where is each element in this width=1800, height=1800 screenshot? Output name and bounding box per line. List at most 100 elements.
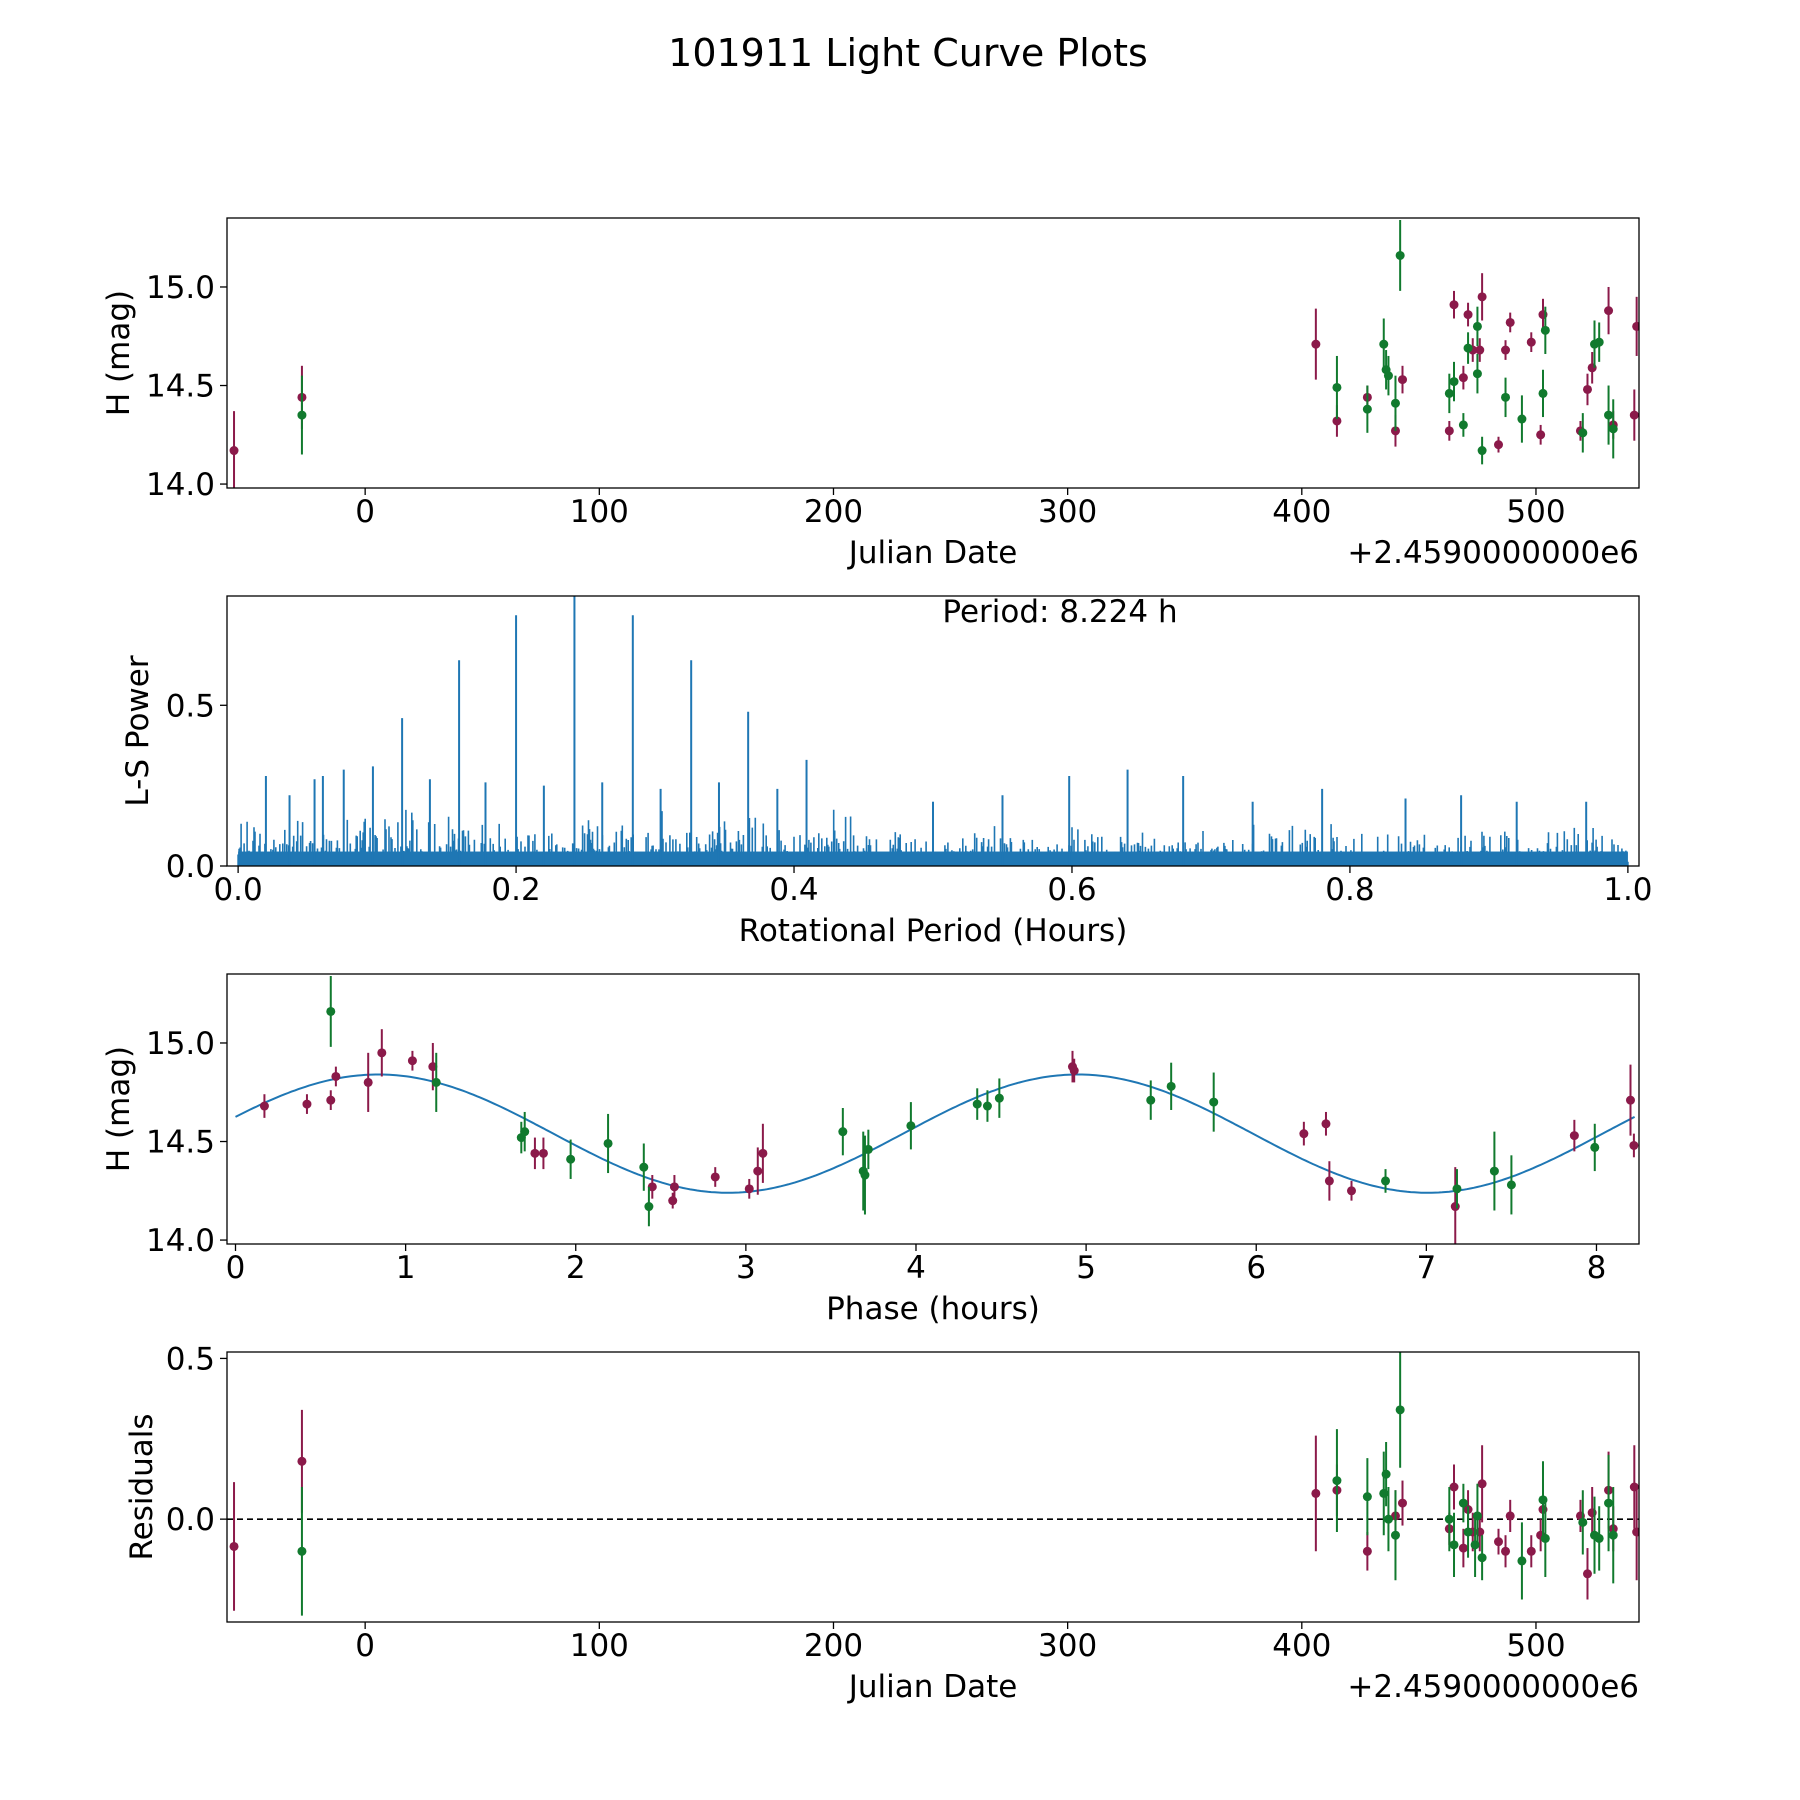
periodogram-xtick-label: 1.0 [1603, 872, 1652, 908]
data-point-g [297, 410, 307, 420]
data-point-r [744, 1184, 754, 1194]
residuals-xtick-label: 100 [570, 1628, 629, 1664]
lightcurve-ticks: 0 100 200 300 400 500 14.0 14.5 15.0 [146, 270, 1566, 530]
data-point-g [1381, 1176, 1391, 1186]
data-point-g [1477, 446, 1487, 456]
residuals-offset-text: +2.4590000000e6 [1347, 1669, 1639, 1705]
residuals-ticks: 0 100 200 300 400 500 0.0 0.5 [166, 1341, 1566, 1664]
data-point-r [1494, 1537, 1504, 1547]
data-point-g [1470, 1540, 1480, 1550]
data-point-r [1321, 1119, 1331, 1129]
data-point-g [1390, 1530, 1400, 1540]
data-point-g [1463, 343, 1473, 353]
phased-x-label: Phase (hours) [826, 1291, 1040, 1327]
data-point-r [1477, 1479, 1487, 1489]
data-point-g [863, 1144, 873, 1154]
data-point-r [428, 1062, 438, 1072]
phased-y-label: H (mag) [101, 1046, 137, 1172]
lightcurve-axes-frame [226, 217, 1640, 489]
data-point-r [753, 1166, 763, 1176]
data-point-g [297, 1546, 307, 1556]
lightcurve-xtick-label: 100 [570, 494, 629, 530]
data-point-g [982, 1101, 992, 1111]
periodogram-y-label: L-S Power [120, 655, 156, 806]
phased-xtick-label: 1 [396, 1250, 416, 1286]
data-point-g [1540, 1533, 1550, 1543]
data-point-g [1538, 388, 1548, 398]
lightcurve-xtick-label: 500 [1506, 494, 1565, 530]
lightcurve-y-label: H (mag) [101, 290, 137, 416]
data-point-r [1069, 1066, 1079, 1076]
data-point-r [1458, 373, 1468, 383]
lightcurve-xtick-label: 200 [804, 494, 863, 530]
data-point-g [1472, 321, 1482, 331]
phased-axes-frame [226, 973, 1640, 1245]
data-point-g [1590, 1142, 1600, 1152]
residuals-xtick-label: 500 [1506, 1628, 1565, 1664]
residuals-x-label: Julian Date [847, 1669, 1018, 1705]
lightcurve-ytick-label: 14.0 [146, 467, 215, 503]
residuals-ytick-label: 0.0 [166, 1502, 215, 1538]
phased-xtick-label: 2 [566, 1250, 586, 1286]
periodogram-xtick-label: 0.4 [769, 872, 818, 908]
data-point-g [972, 1099, 982, 1109]
data-point-r [1475, 345, 1485, 355]
data-point-r [1494, 440, 1504, 450]
data-point-g [1540, 325, 1550, 335]
data-point-g [1477, 1553, 1487, 1563]
periodogram-xtick-label: 0.2 [491, 872, 540, 908]
data-point-g [1362, 404, 1372, 414]
data-point-r [1632, 1527, 1639, 1537]
data-point-r [1449, 300, 1459, 310]
data-point-r [229, 446, 239, 456]
periodogram-ticks: 0.0 0.2 0.4 0.6 0.8 1.0 0.0 0.5 [166, 688, 1653, 908]
periodogram-panel: 0.0 0.2 0.4 0.6 0.8 1.0 0.0 0.5 Period: 8.224 h… [120, 594, 1653, 949]
data-point-g [1390, 398, 1400, 408]
model-fit-curve [235, 1073, 1636, 1194]
lightcurve-xtick-label: 400 [1272, 494, 1331, 530]
phased-xtick-label: 8 [1587, 1250, 1607, 1286]
data-point-r [1449, 1482, 1459, 1492]
residuals-xtick-label: 300 [1038, 1628, 1097, 1664]
figure-title: 101911 Light Curve Plots [668, 31, 1148, 75]
data-point-g [566, 1154, 576, 1164]
data-point-r [297, 1456, 307, 1466]
data-point-r [1332, 416, 1342, 426]
data-point-r [302, 1099, 312, 1109]
lightcurve-x-label: Julian Date [847, 535, 1018, 571]
data-point-r [1463, 310, 1473, 320]
data-point-g [1395, 250, 1405, 260]
data-point-g [906, 1121, 916, 1131]
period-annotation: Period: 8.224 h [942, 594, 1177, 630]
periodogram-ytick-label: 0.0 [166, 849, 215, 885]
data-point-r [710, 1172, 720, 1182]
data-point-r [1505, 317, 1515, 327]
data-point-r [1526, 1546, 1536, 1556]
data-point-g [838, 1127, 848, 1137]
data-point-g [1517, 414, 1527, 424]
lightcurve-panel: 0 100 200 300 400 500 14.0 14.5 15.0 Julian Date… [101, 217, 1640, 571]
data-point-g [644, 1202, 654, 1212]
data-point-g [1444, 1514, 1454, 1524]
data-point-g [639, 1162, 649, 1172]
data-point-r [1632, 321, 1639, 331]
data-point-g [1449, 1540, 1459, 1550]
residuals-y-label: Residuals [124, 1413, 160, 1560]
data-point-g [1501, 392, 1511, 402]
data-point-g [520, 1127, 530, 1137]
periodogram-xtick-label: 0.8 [1325, 872, 1374, 908]
data-point-r [1604, 306, 1614, 316]
data-point-r [363, 1077, 373, 1087]
residuals-panel: 0 100 200 300 400 500 0.0 0.5 Julian Date Resid… [124, 1341, 1640, 1705]
data-point-g [1379, 339, 1389, 349]
data-point-r [1458, 1543, 1468, 1553]
data-point-r [1362, 1546, 1372, 1556]
data-point-r [1477, 292, 1487, 302]
data-point-g [1332, 1476, 1342, 1486]
phased-xtick-label: 6 [1246, 1250, 1266, 1286]
data-point-r [1311, 1488, 1321, 1498]
phased-xtick-label: 4 [906, 1250, 926, 1286]
data-point-r [1501, 345, 1511, 355]
periodogram-xtick-label: 0.6 [1047, 872, 1096, 908]
